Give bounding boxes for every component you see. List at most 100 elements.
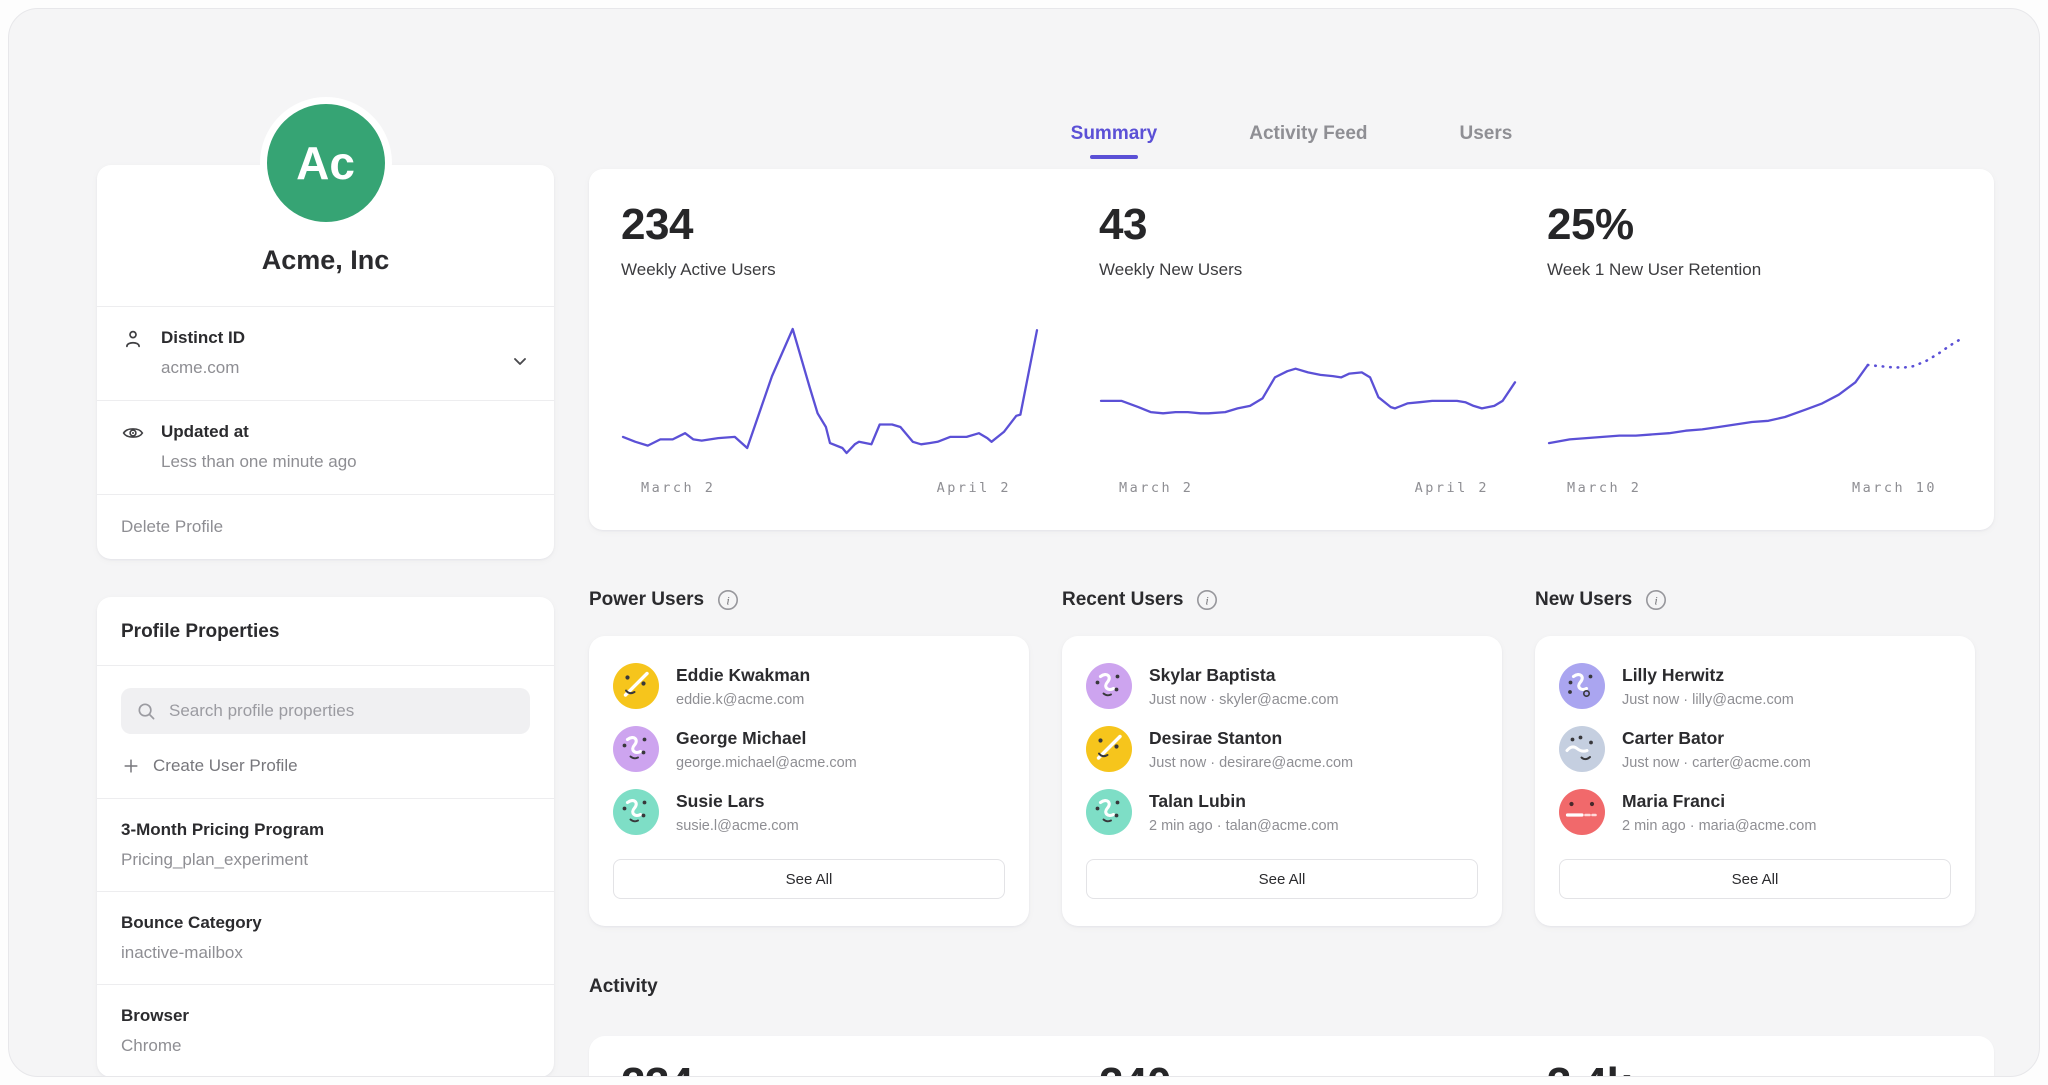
user-name: Maria Franci [1622, 791, 1726, 811]
user-row[interactable]: Susie Lars susie.l@acme.com [613, 789, 1005, 835]
user-list-power-users: Power Users i Eddie Kwakman eddie.k@acme.co… [589, 588, 1029, 926]
stat-label: Weekly New Users [1099, 260, 1243, 279]
user-row[interactable]: Talan Lubin 2 min ago · talan@acme.com [1086, 789, 1478, 835]
user-name: Carter Bator [1622, 728, 1725, 748]
user-avatar [1559, 726, 1605, 772]
user-avatar [613, 726, 659, 772]
user-avatar [1559, 663, 1605, 709]
user-text: Talan Lubin 2 min ago · talan@acme.com [1149, 789, 1339, 834]
user-name: George Michael [676, 728, 807, 748]
chart-x-axis: March 2 April 2 [621, 456, 1039, 496]
profile-properties-card: Profile Properties Create User Profile 3… [97, 596, 554, 1076]
user-text: Susie Lars susie.l@acme.com [676, 789, 799, 834]
user-row[interactable]: Lilly Herwitz Just now · lilly@acme.com [1559, 663, 1951, 709]
property-value: Chrome [121, 1035, 182, 1055]
profile-field-row: Updated at Less than one minute ago [97, 399, 554, 494]
activity-stat-value: 234 [621, 1062, 1099, 1077]
stat-value: 25% [1547, 200, 1634, 249]
profile-field-text: Updated at Less than one minute ago [161, 422, 357, 473]
user-list-card: Eddie Kwakman eddie.k@acme.com George Mich… [589, 636, 1029, 926]
user-avatar [1086, 789, 1132, 835]
property-item: Browser Chrome [97, 983, 554, 1076]
sparkline-chart [1099, 367, 1517, 415]
org-avatar: Ac [259, 97, 392, 229]
user-row[interactable]: Carter Bator Just now · carter@acme.com [1559, 726, 1951, 772]
user-row[interactable]: George Michael george.michael@acme.com [613, 726, 1005, 772]
user-list-card: Lilly Herwitz Just now · lilly@acme.com Ca… [1535, 636, 1975, 926]
user-detail: george.michael@acme.com [676, 755, 857, 771]
activity-section: Activity 2342403.4k [589, 976, 1994, 1077]
sparkline-chart [1547, 336, 1965, 445]
user-detail: eddie.k@acme.com [676, 692, 805, 708]
org-avatar-initials: Ac [296, 137, 355, 189]
user-row[interactable]: Maria Franci 2 min ago · maria@acme.com [1559, 789, 1951, 835]
eye-icon [122, 427, 144, 438]
user-text: Lilly Herwitz Just now · lilly@acme.com [1622, 663, 1794, 708]
info-icon[interactable]: i [716, 588, 740, 612]
tab-users[interactable]: Users [1459, 123, 1513, 144]
info-icon[interactable]: i [1644, 588, 1668, 612]
summary-panel: 234 Weekly Active Users March 2 April 2 43 We… [589, 169, 1994, 530]
tab-activity-feed[interactable]: Activity Feed [1249, 123, 1368, 144]
user-row[interactable]: Desirae Stanton Just now · desirare@acme.… [1086, 726, 1478, 772]
user-text: Eddie Kwakman eddie.k@acme.com [676, 663, 810, 708]
property-item: 3-Month Pricing Program Pricing_plan_expe… [97, 797, 554, 891]
user-row[interactable]: Skylar Baptista Just now · skyler@acme.co… [1086, 663, 1478, 709]
activity-stat-value: 3.4k [1547, 1062, 1994, 1077]
main-content: Summary Activity Feed Users 234 Weekly Acti… [589, 109, 1994, 1077]
user-avatar [613, 663, 659, 709]
user-lists-row: Power Users i Eddie Kwakman eddie.k@acme.co… [589, 588, 1975, 926]
profile-properties-search[interactable] [121, 687, 530, 734]
property-name: Bounce Category [121, 912, 262, 932]
user-name: Susie Lars [676, 791, 765, 811]
user-name: Eddie Kwakman [676, 665, 811, 685]
user-text: Skylar Baptista Just now · skyler@acme.co… [1149, 663, 1339, 708]
user-avatar [1086, 663, 1132, 709]
delete-profile-button[interactable]: Delete Profile [97, 493, 554, 559]
profile-card: Acme, Inc Distinct ID acme.com Updated at L… [97, 165, 554, 559]
user-text: Maria Franci 2 min ago · maria@acme.com [1622, 789, 1816, 834]
activity-card: 2342403.4k [589, 1036, 1994, 1077]
user-text: Carter Bator Just now · carter@acme.com [1622, 726, 1811, 771]
see-all-button[interactable]: See All [1559, 859, 1951, 899]
user-name: Talan Lubin [1149, 791, 1246, 811]
profile-field-value: acme.com [161, 358, 240, 378]
user-list-card: Skylar Baptista Just now · skyler@acme.co… [1062, 636, 1502, 926]
activity-title: Activity [589, 976, 658, 997]
x-axis-start-label: March 2 [1119, 480, 1194, 496]
chart-x-axis: March 2 April 2 [1099, 456, 1517, 496]
info-icon[interactable]: i [1195, 588, 1219, 612]
user-text: Desirae Stanton Just now · desirare@acme.… [1149, 726, 1353, 771]
stat-column: 234 Weekly Active Users March 2 April 2 [621, 203, 1099, 496]
user-name: Lilly Herwitz [1622, 665, 1725, 685]
see-all-button[interactable]: See All [1086, 859, 1478, 899]
search-icon [138, 703, 155, 719]
sparkline-chart [621, 327, 1039, 455]
user-list-header: Power Users i [589, 588, 1029, 612]
user-list-title: New Users [1535, 589, 1633, 610]
user-list-recent-users: Recent Users i Skylar Baptista Just now · s… [1062, 588, 1502, 926]
plus-icon [124, 758, 138, 773]
user-row[interactable]: Eddie Kwakman eddie.k@acme.com [613, 663, 1005, 709]
svg-text:i: i [1655, 593, 1658, 607]
chevron-down-icon[interactable] [508, 349, 532, 373]
user-detail: 2 min ago · talan@acme.com [1149, 818, 1339, 834]
user-list-new-users: New Users i Lilly Herwitz Just now · lilly@… [1535, 588, 1975, 926]
stat-value: 43 [1099, 200, 1147, 249]
stat-value: 234 [621, 200, 693, 249]
user-list-header: Recent Users i [1062, 588, 1502, 612]
property-item: Bounce Category inactive-mailbox [97, 890, 554, 984]
tab-summary[interactable]: Summary [1071, 123, 1158, 159]
user-name: Skylar Baptista [1149, 665, 1276, 685]
x-axis-end-label: April 2 [936, 480, 1011, 496]
user-detail: Just now · skyler@acme.com [1149, 692, 1339, 708]
search-input[interactable] [167, 699, 516, 722]
activity-stat-column: 240 [1099, 1062, 1547, 1077]
chart-x-axis: March 2 March 10 [1547, 456, 1965, 496]
stat-label: Weekly Active Users [621, 260, 776, 279]
app-frame: Ac Acme, Inc Distinct ID acme.com Updated … [8, 8, 2040, 1077]
see-all-button[interactable]: See All [613, 859, 1005, 899]
profile-field-label: Distinct ID [161, 328, 246, 347]
profile-properties-title: Profile Properties [97, 597, 554, 666]
create-user-profile-button[interactable]: Create User Profile [97, 744, 554, 798]
